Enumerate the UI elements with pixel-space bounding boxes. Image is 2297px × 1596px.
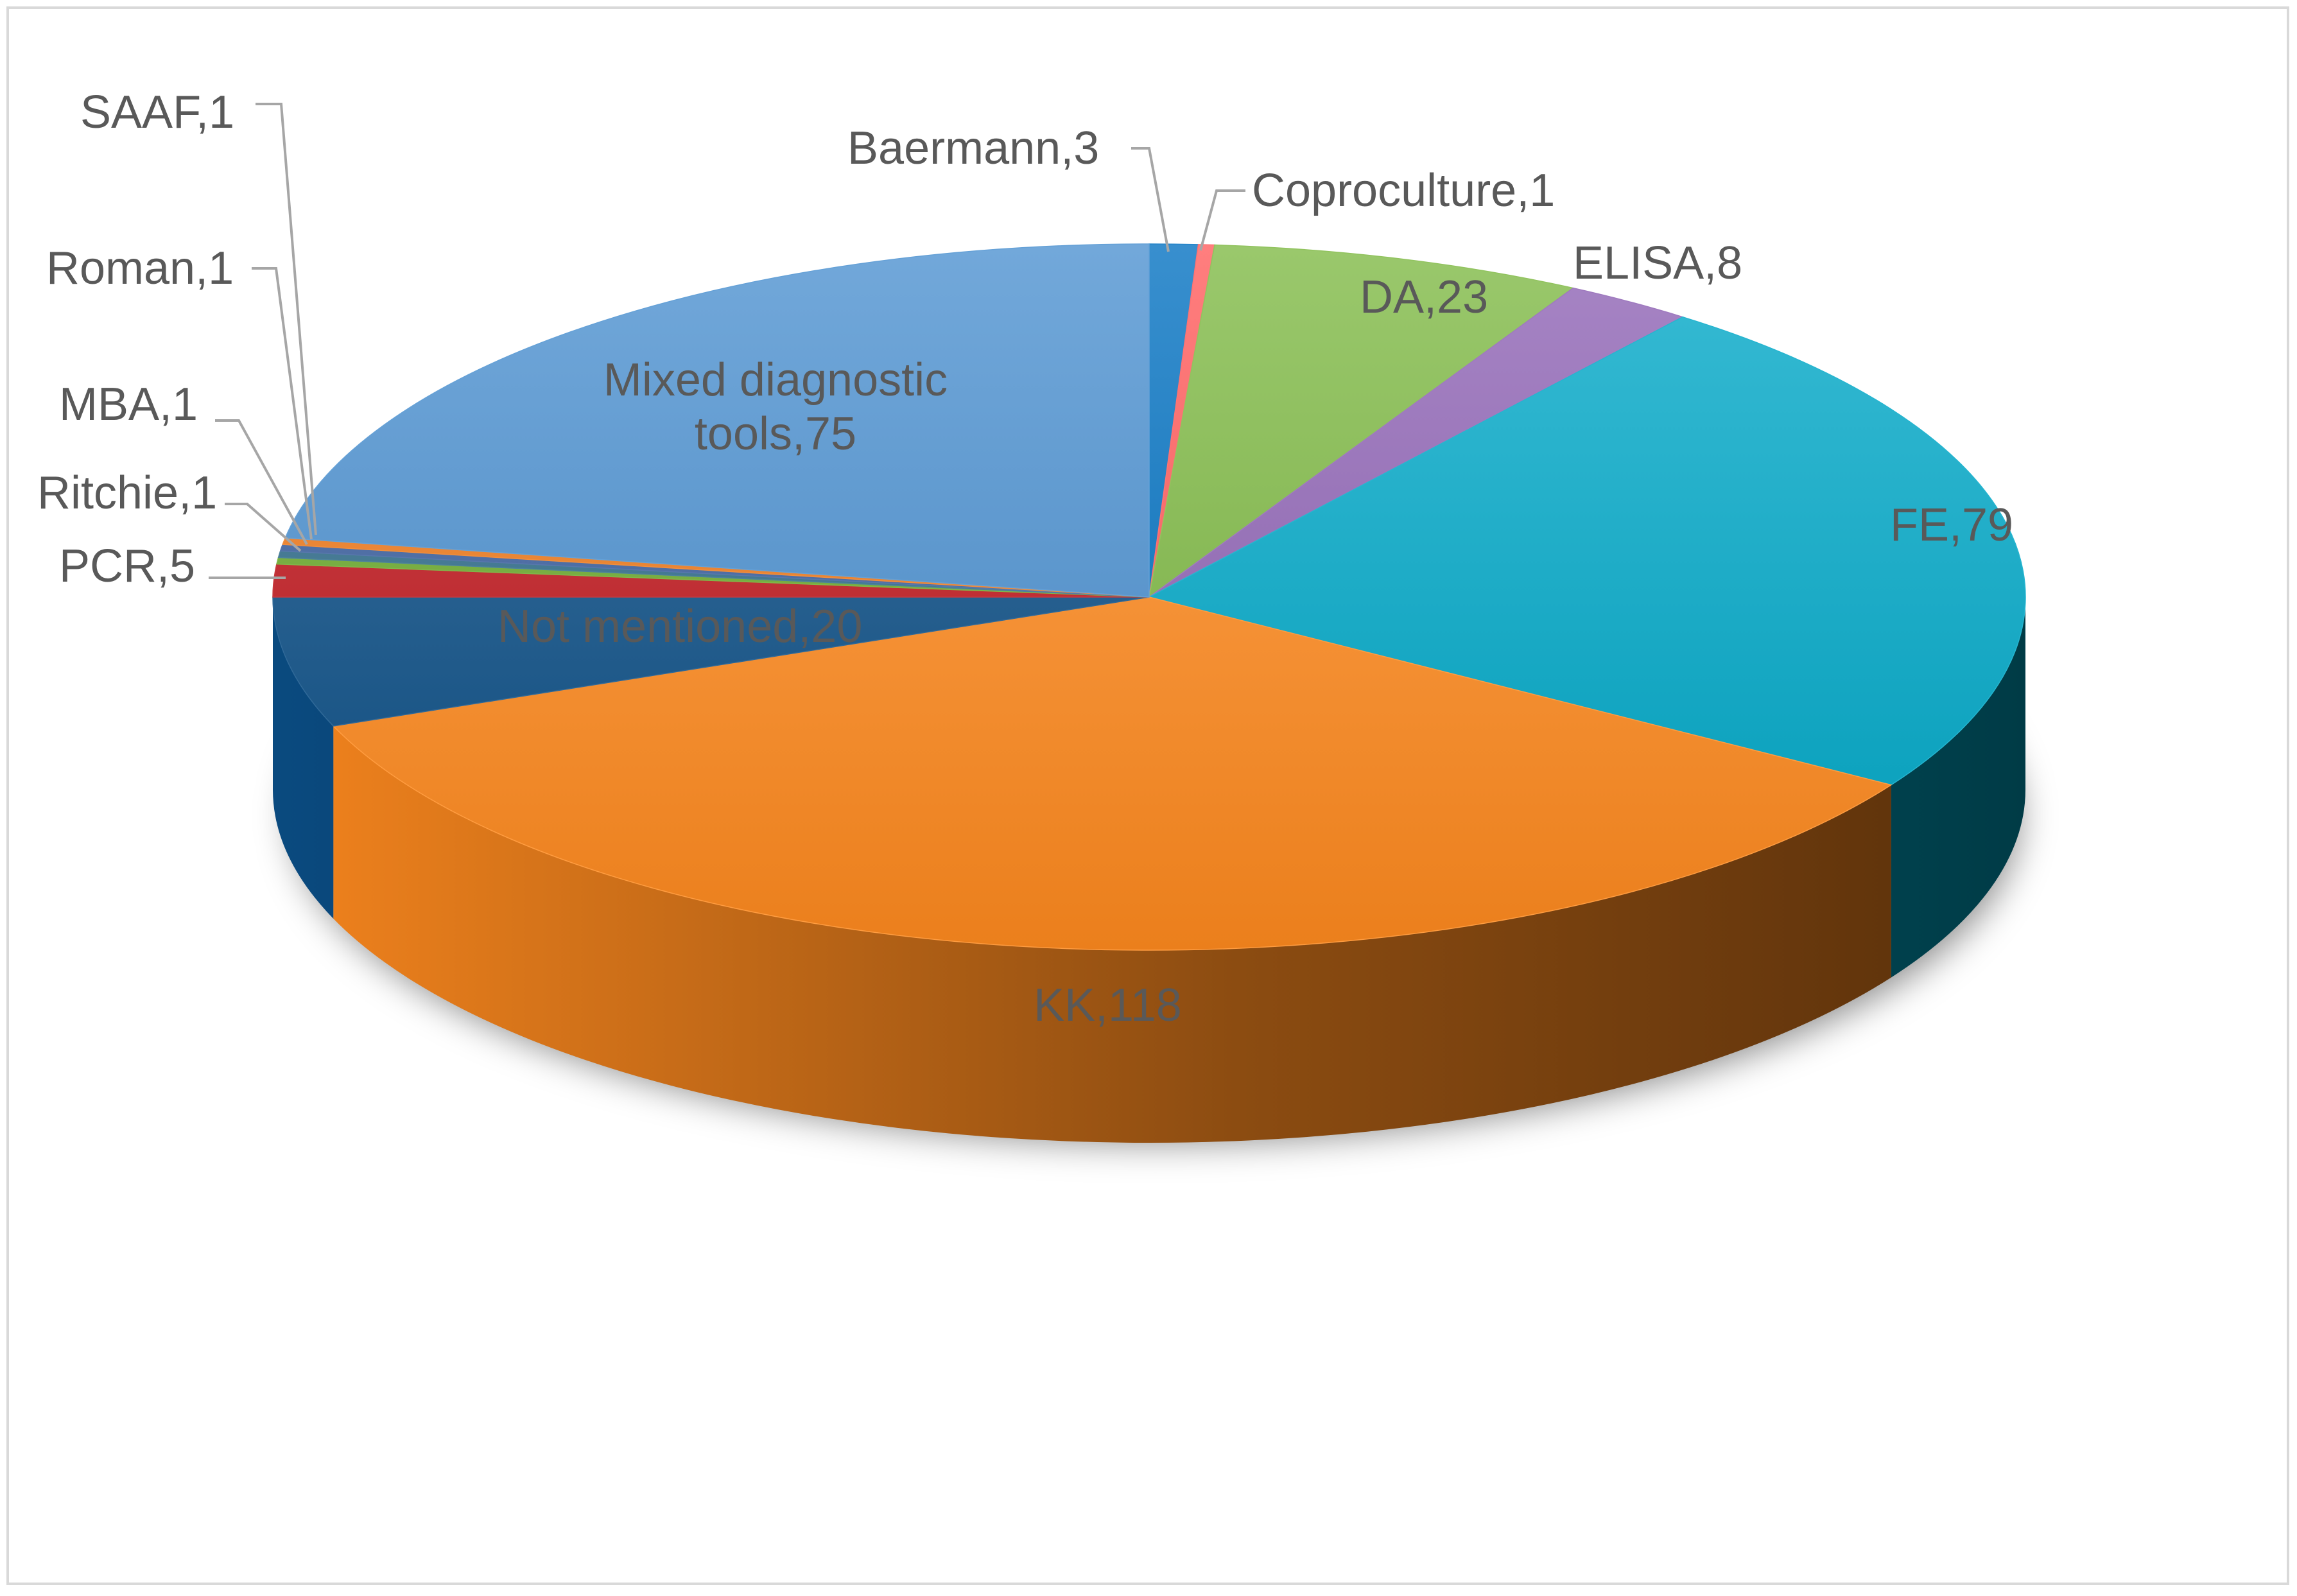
data-label-ritchie: Ritchie,1 (37, 467, 217, 519)
pie-slice-fe (1147, 316, 2026, 786)
leader-line-coproculture (1199, 189, 1245, 251)
pie-slice-mixed-diagnostic-tools (284, 243, 1150, 598)
data-label-baermann: Baermann,3 (847, 123, 1099, 174)
pie-side-not-mentioned (273, 597, 334, 919)
pie-side-kk (333, 725, 1891, 1143)
leader-line-roman (252, 267, 313, 540)
data-label-mixed-diagnostic-tools: Mixed diagnostic tools,75 (603, 354, 948, 460)
pie-sides (273, 597, 2025, 1143)
data-label-roman: Roman,1 (46, 243, 234, 294)
pie-side-fe (1891, 597, 2025, 978)
leader-line-mba (215, 419, 308, 545)
leader-line-ritchie (225, 503, 302, 552)
data-label-not-mentioned: Not mentioned,20 (498, 601, 862, 652)
data-label-kk: KK,118 (1034, 980, 1182, 1031)
data-label-mba: MBA,1 (59, 379, 198, 430)
pie-slice-not-mentioned (272, 596, 1150, 727)
data-label-saaf: SAAF,1 (80, 87, 234, 138)
pie-slice-da (1148, 244, 1575, 598)
data-label-da: DA,23 (1360, 272, 1488, 323)
pie-tops (272, 243, 2026, 951)
pie-slice-kk (332, 596, 1893, 951)
leader-line-baermann (1131, 147, 1170, 252)
data-label-elisa: ELISA,8 (1573, 238, 1742, 289)
leader-lines (209, 103, 1245, 579)
data-label-coproculture: Coproculture,1 (1252, 165, 1555, 216)
data-labels: Baermann,3 Coproculture,1 DA,23 ELISA,8 FE,7… (37, 87, 2013, 1031)
chart-frame (6, 6, 2289, 1585)
data-label-pcr: PCR,5 (59, 541, 195, 592)
data-label-fe: FE,79 (1890, 499, 2013, 551)
leader-line-saaf (256, 103, 317, 535)
